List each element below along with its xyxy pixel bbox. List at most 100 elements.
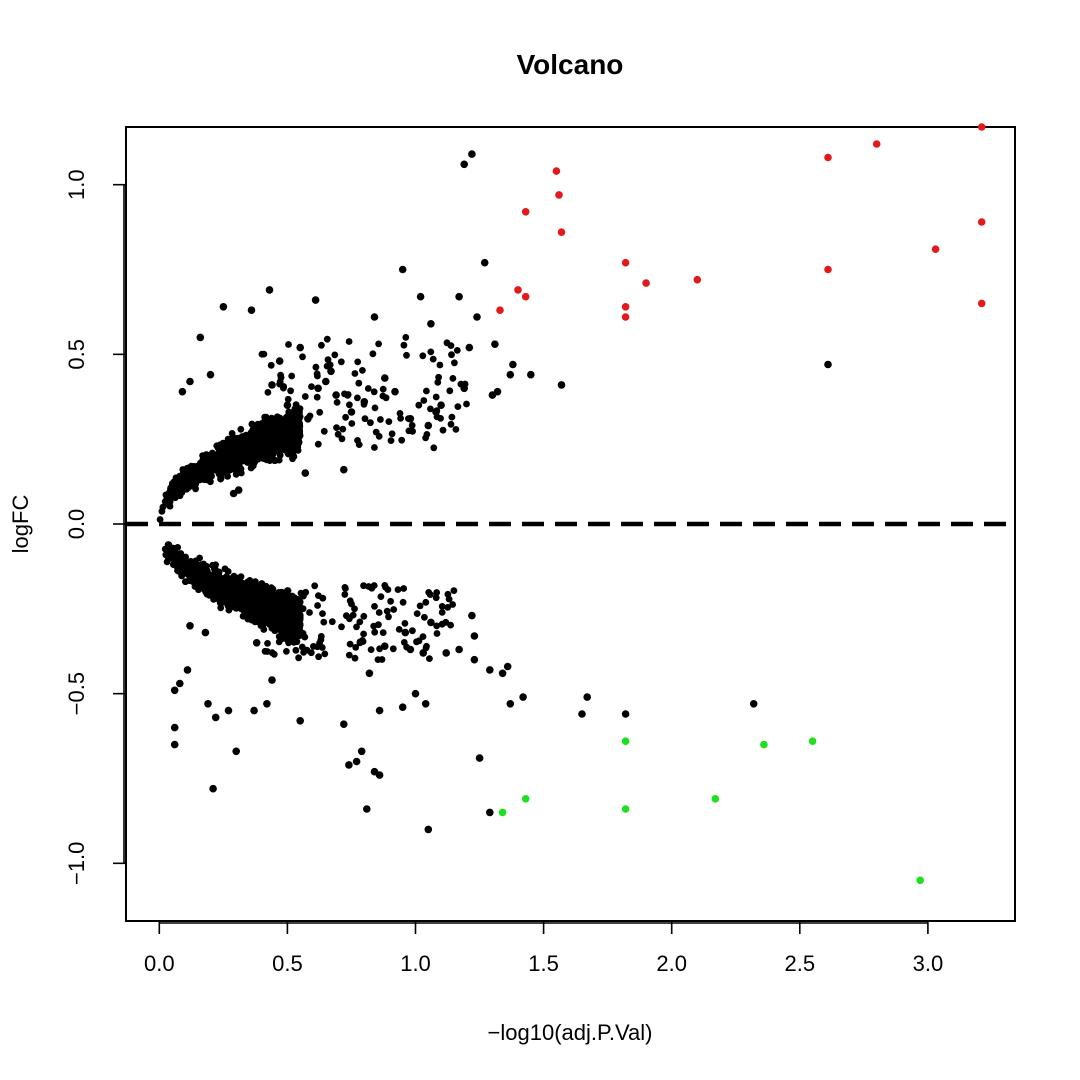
dense-data-point [396,410,404,417]
series-2-point [219,303,228,311]
dense-data-point [277,441,285,448]
series-2-point [506,370,515,379]
dense-data-point [288,372,296,380]
dense-data-point [316,408,324,416]
series-2-point [268,676,276,684]
dense-data-point [291,440,299,447]
series-2-point [468,611,476,620]
dense-data-point [205,590,213,598]
series-0-point [977,123,986,131]
dense-data-point [166,498,174,506]
series-2-point [363,805,371,813]
dense-data-point [331,351,339,359]
series-0-point [621,258,630,267]
dense-data-point [433,630,441,637]
dense-data-point [161,498,169,506]
series-2-point [557,381,566,389]
dense-data-point [158,507,166,515]
series-2-point [250,706,258,715]
dense-data-point [324,356,332,364]
series-2-point [411,689,420,698]
dense-data-point [360,630,367,638]
dense-data-point [313,393,321,401]
dense-data-point [268,598,276,606]
dense-data-point [289,455,296,463]
dense-data-point [294,622,302,629]
points-layer [170,123,986,885]
dense-data-point [195,471,203,478]
dense-data-point [400,341,408,349]
x-tick-label: 2.5 [784,951,815,976]
dense-data-point [262,597,269,605]
dense-data-point [400,585,408,592]
series-2-point [232,747,240,756]
dense-data-point [365,583,373,590]
dense-data-point [237,582,245,590]
dense-data-point [452,426,460,433]
dense-data-point [342,413,349,421]
dense-data-point [344,392,352,399]
dense-data-point [427,405,434,413]
dense-data-point [284,435,292,443]
dense-data-point [398,436,406,444]
series-2-point [519,693,527,701]
x-tick-label: 0.0 [144,951,175,976]
dense-data-point [209,571,217,579]
series-2-point [322,377,330,386]
dense-data-point [320,618,328,626]
dense-data-point [192,485,200,493]
dense-data-point [306,609,313,616]
dense-data-point [174,567,181,574]
series-2-point [381,642,389,650]
dense-data-point [248,431,256,439]
dense-data-point [283,648,290,655]
dense-data-point [228,430,236,437]
dense-data-point [301,633,309,641]
dense-data-point [389,645,397,653]
y-axis-label: logFC [8,495,33,554]
series-2-point [176,679,184,688]
series-2-point [527,370,535,379]
dense-data-point [403,351,410,359]
dense-data-point [448,351,455,359]
dense-data-point [355,379,363,387]
dense-data-point [205,457,213,465]
dense-data-point [208,472,215,480]
series-2-point [183,666,192,674]
dense-data-point [224,568,232,575]
series-2-point [460,384,469,393]
dense-data-point [293,638,301,646]
series-0-point [496,306,504,315]
dense-data-point [268,443,276,451]
series-2-point [486,808,494,817]
dense-data-point [313,370,321,378]
dense-data-point [257,439,264,447]
series-2-point [278,622,287,630]
dense-data-point [346,401,353,409]
dense-data-point [345,338,353,345]
dense-data-point [351,370,359,377]
dense-data-point [401,620,409,627]
dense-data-point [165,555,173,563]
dense-data-point [282,613,290,621]
x-axis-label: −log10(adj.P.Val) [488,1020,653,1045]
dense-data-point [224,583,232,590]
series-2-point [301,469,310,477]
dense-data-point [421,613,428,621]
dense-data-point [388,430,396,438]
dense-data-point [262,605,269,613]
dense-data-point [360,612,368,620]
dense-data-point [284,628,292,635]
series-2-point [247,306,256,315]
dense-data-point [264,389,272,396]
dense-data-point [449,375,457,382]
series-2-point [416,292,425,301]
dense-data-point [426,591,434,598]
x-tick-label: 0.5 [272,951,303,976]
dense-data-point [216,599,224,607]
dense-data-point [450,587,458,594]
series-0-point [514,286,522,294]
series-0-point [824,265,832,274]
series-2-point [209,784,217,793]
